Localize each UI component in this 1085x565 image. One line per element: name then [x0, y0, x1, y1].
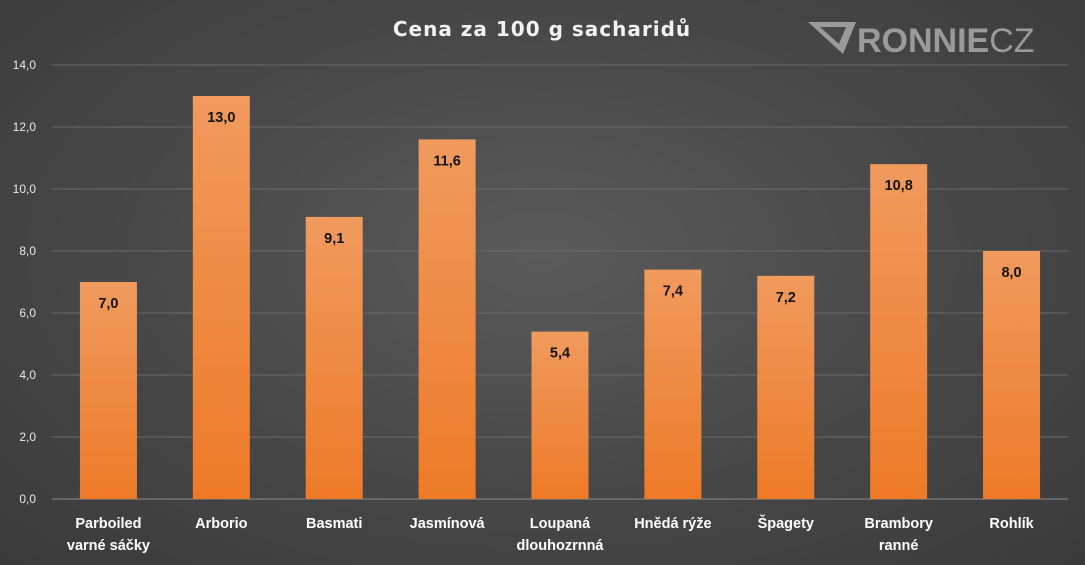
data-label: 11,6: [433, 153, 460, 169]
y-tick-label: 6,0: [19, 306, 36, 320]
y-axis-ticks: 0,0 2,0 4,0 6,0 8,0 10,0 12,0 14,0: [13, 58, 37, 506]
data-label: 7,2: [776, 290, 796, 306]
bar: [305, 216, 363, 499]
x-tick-label: Špagety: [758, 514, 814, 532]
data-label: 8,0: [1001, 265, 1021, 281]
x-tick-label: Loupaná dlouhozrnná: [517, 516, 605, 554]
y-tick-label: 10,0: [13, 182, 37, 196]
x-tick-label: Brambory ranné: [864, 516, 933, 554]
x-tick-label: Basmati: [306, 516, 362, 532]
x-tick-label: Rohlík: [989, 516, 1034, 532]
value-labels: 7,0 13,0 9,1 11,6 5,4 7,4 7,2 10,8 8,0: [98, 110, 1021, 362]
y-tick-label: 0,0: [19, 492, 36, 506]
y-tick-label: 2,0: [19, 430, 36, 444]
data-label: 10,8: [885, 178, 913, 194]
x-tick-label: Arborio: [195, 516, 248, 532]
watermark-logo: RONNIECZ: [808, 22, 1035, 60]
y-tick-label: 4,0: [19, 368, 36, 382]
bar: [418, 139, 476, 499]
x-tick-label: Jasmínová: [410, 516, 486, 532]
bar: [531, 331, 589, 499]
y-tick-label: 14,0: [13, 58, 37, 72]
data-label: 7,4: [663, 284, 683, 300]
bar: [983, 251, 1041, 499]
bar: [870, 164, 928, 499]
bar: [79, 282, 137, 499]
logo-chevron-icon: [808, 22, 856, 54]
chart-title: Cena za 100 g sacharidů: [393, 17, 691, 41]
logo-text: RONNIECZ: [857, 22, 1035, 60]
x-axis-labels: Parboiled varné sáčky Arborio Basmati Jasmín…: [67, 514, 1035, 554]
y-tick-label: 12,0: [13, 120, 37, 134]
x-tick-label: Parboiled varné sáčky: [67, 516, 150, 554]
data-label: 9,1: [324, 231, 344, 247]
bar: [644, 269, 702, 499]
bar: [192, 96, 250, 499]
data-label: 7,0: [98, 296, 118, 312]
x-tick-label: Hnědá rýže: [634, 516, 711, 532]
y-tick-label: 8,0: [19, 244, 36, 258]
bars: [79, 96, 1041, 499]
bar: [757, 275, 815, 499]
data-label: 13,0: [207, 110, 235, 126]
data-label: 5,4: [550, 346, 570, 362]
